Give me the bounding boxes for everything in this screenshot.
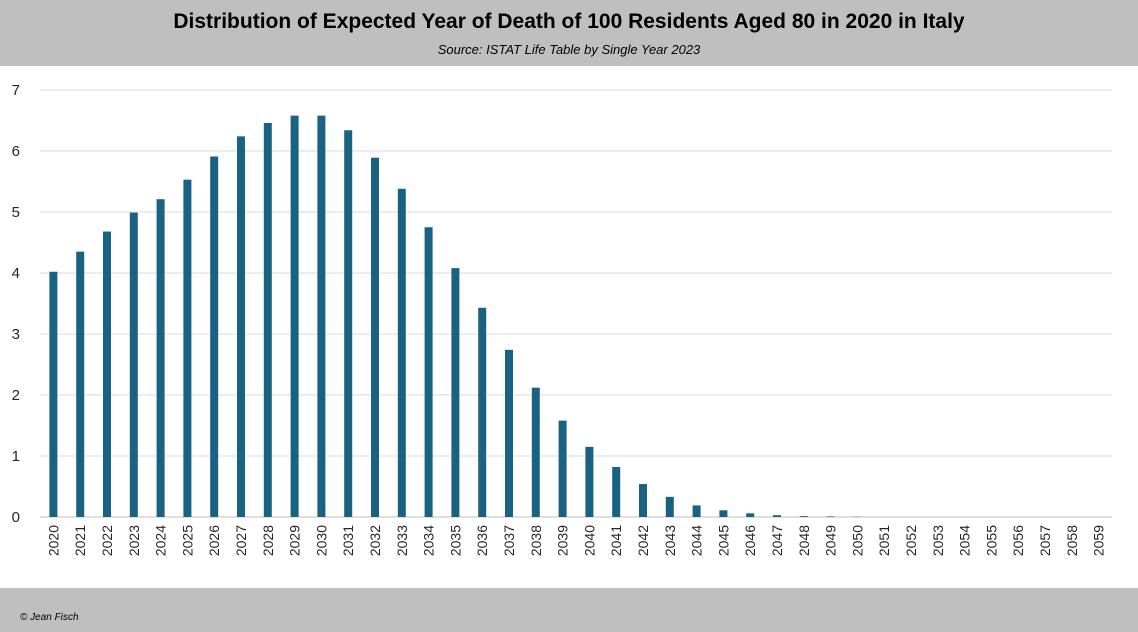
x-tick-label: 2033 [394,525,410,556]
y-tick-label: 5 [12,204,20,221]
x-tick-label: 2035 [447,525,463,556]
bar [210,156,219,517]
bar [317,115,326,517]
y-tick-label: 6 [12,143,20,160]
x-tick-label: 2058 [1064,525,1080,556]
bar [76,251,85,517]
bar [826,516,835,517]
x-tick-label: 2043 [662,525,678,556]
x-tick-label: 2052 [903,525,919,556]
x-tick-label: 2020 [45,525,61,556]
x-tick-label: 2040 [581,525,597,556]
bar [290,115,299,517]
x-tick-label: 2050 [849,525,865,556]
bar [719,510,728,517]
x-tick-label: 2032 [367,525,383,556]
x-tick-label: 2046 [742,525,758,556]
bar [505,349,513,517]
bar [263,122,272,517]
bar [531,387,540,517]
x-tick-label: 2034 [421,525,437,556]
x-tick-label: 2022 [99,525,115,556]
x-tick-label: 2054 [957,525,973,556]
y-tick-label: 2 [12,387,20,404]
y-tick-label: 1 [12,448,20,465]
x-tick-label: 2057 [1037,525,1053,556]
chart-title: Distribution of Expected Year of Death o… [173,10,965,33]
bar [478,307,487,517]
bar [639,484,647,517]
x-tick-label: 2056 [1010,525,1026,556]
x-tick-label: 2038 [528,525,544,556]
y-tick-label: 3 [12,326,20,343]
x-tick-label: 2029 [287,525,303,556]
x-tick-label: 2027 [233,525,249,556]
x-tick-label: 2030 [313,525,329,556]
bar [773,515,781,517]
x-tick-label: 2059 [1091,525,1107,556]
bar [692,505,701,517]
bar [344,130,353,517]
bar [558,420,567,517]
x-tick-label: 2048 [796,525,812,556]
x-tick-label: 2055 [983,525,999,556]
x-tick-label: 2047 [769,525,785,556]
x-tick-label: 2041 [608,525,624,556]
chart-area: 0 1 2 3 4 5 6 7 2020 2021 2022 2023 2024 2025 2026 2027… [0,66,1138,588]
bar [49,271,58,517]
x-tick-label: 2051 [876,525,892,556]
x-tick-label: 2037 [501,525,517,556]
x-tick-label: 2042 [635,525,651,556]
y-tick-label: 4 [12,265,20,282]
bar [103,231,111,517]
footer-band: © Jean Fisch [0,588,1138,632]
x-tick-label: 2039 [555,525,571,556]
bar [799,516,808,517]
bar [746,513,755,517]
y-tick-label: 0 [12,509,20,526]
bar [156,199,165,517]
bar [371,157,379,517]
x-tick-label: 2045 [715,525,731,556]
bar [665,496,674,517]
copyright-credit: © Jean Fisch [20,612,79,623]
bar-chart: 0 1 2 3 4 5 6 7 2020 2021 2022 2023 2024 2025 2026 2027… [12,82,1112,556]
chart-subtitle: Source: ISTAT Life Table by Single Year … [437,42,701,57]
x-tick-label: 2028 [260,525,276,556]
x-tick-label: 2023 [126,525,142,556]
bar [183,179,192,518]
x-tick-label: 2053 [930,525,946,556]
bar [237,136,245,518]
x-tick-label: 2036 [474,525,490,556]
x-tick-label: 2044 [689,525,705,556]
title-band: Distribution of Expected Year of Death o… [0,0,1138,66]
x-tick-label: 2026 [206,525,222,556]
bar [397,188,406,517]
bar [451,268,460,517]
x-tick-label: 2031 [340,525,356,556]
x-tick-label: 2049 [823,525,839,556]
x-tick-label: 2025 [179,525,195,556]
bar [424,227,433,517]
x-tick-label: 2021 [72,525,88,556]
bar [585,446,594,517]
bar [129,212,138,518]
y-tick-label: 7 [12,82,20,99]
x-tick-label: 2024 [153,525,169,556]
bar [612,466,621,517]
